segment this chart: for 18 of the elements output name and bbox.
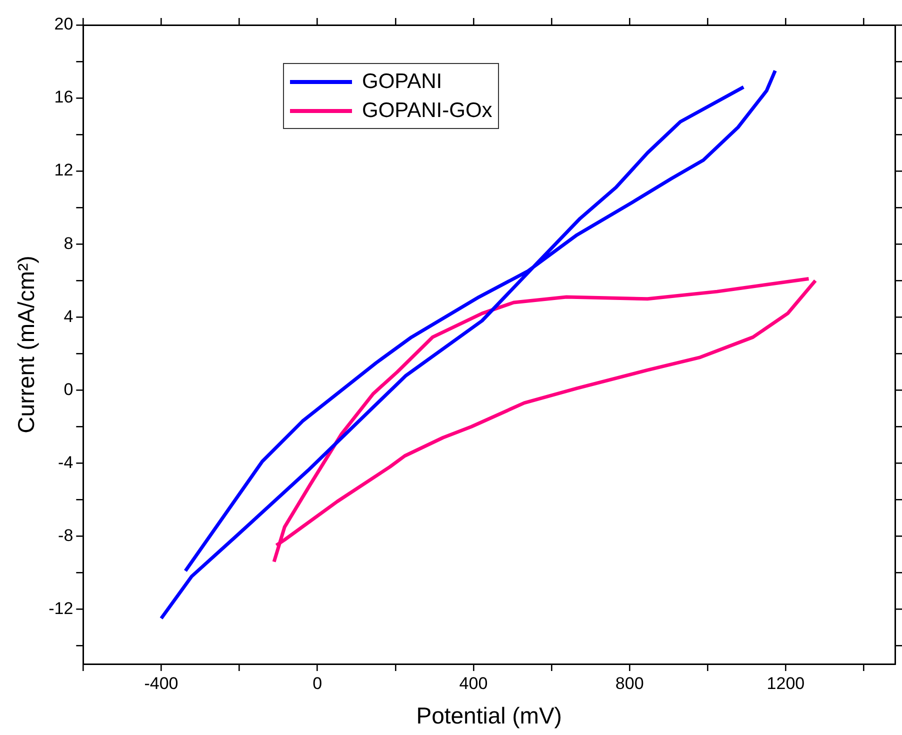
x-tick-label: 0 (312, 674, 322, 693)
y-axis-title: Current (mA/cm²) (13, 256, 40, 434)
x-tick-label: 1200 (766, 674, 805, 693)
y-tick-label: 16 (54, 88, 74, 107)
y-tick-label: 0 (64, 380, 74, 399)
y-tick-label: -4 (58, 452, 74, 472)
y-tick-label: -8 (58, 526, 74, 545)
x-tick-label: 800 (615, 674, 644, 693)
x-tick-label: -400 (144, 674, 178, 693)
y-tick-label: 12 (54, 160, 74, 180)
legend-label: GOPANI (362, 69, 442, 95)
y-tick-label: -12 (48, 598, 74, 618)
x-axis-title: Potential (mV) (416, 702, 562, 729)
y-tick-label: 20 (54, 14, 74, 34)
y-tick-label: 4 (64, 306, 74, 326)
x-tick-label: 400 (459, 674, 488, 693)
legend-label: GOPANI-GOx (362, 98, 492, 124)
y-tick-label: 8 (64, 234, 74, 253)
